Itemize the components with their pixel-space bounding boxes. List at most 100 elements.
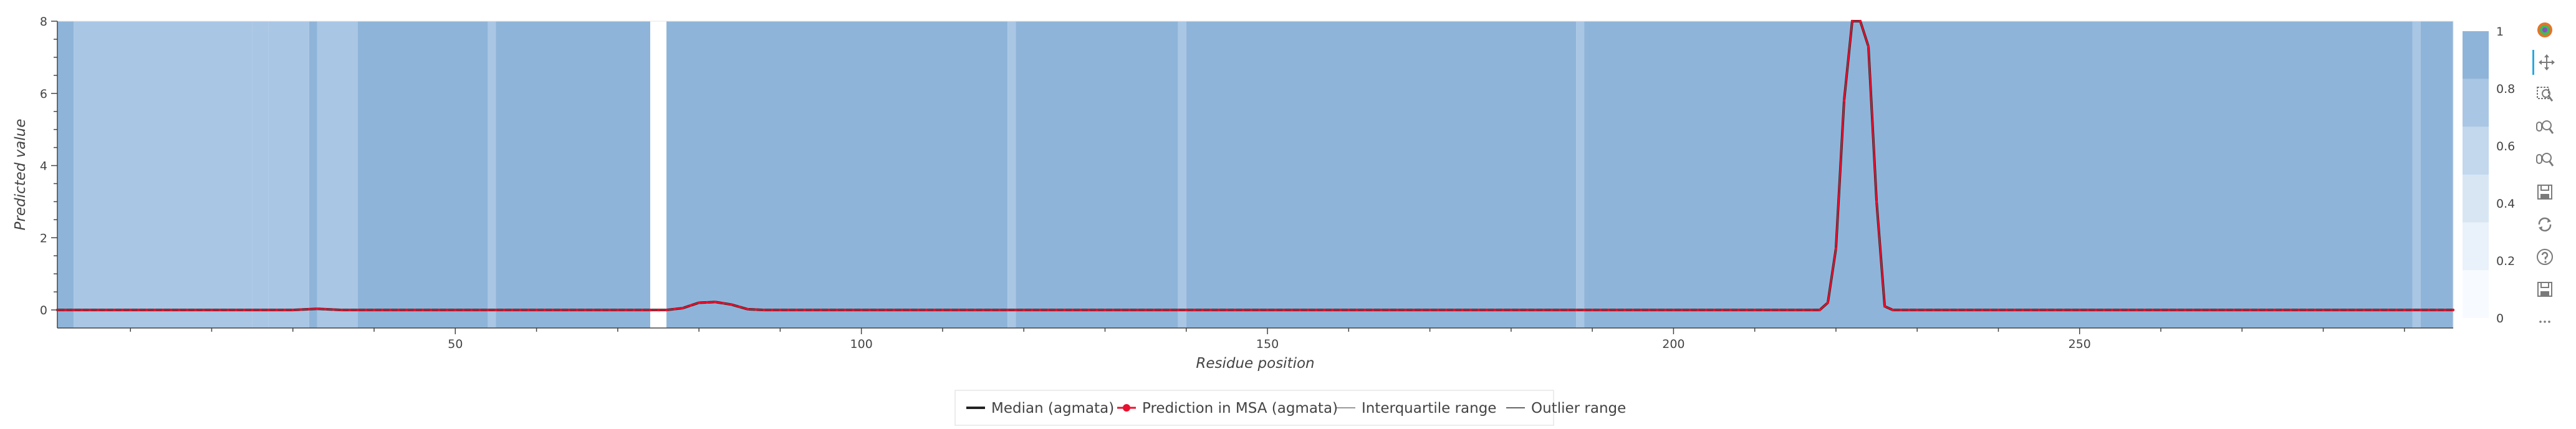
- msa-point-259: [2151, 308, 2155, 312]
- msa-point-147: [1241, 308, 1245, 312]
- msa-point-166: [1396, 308, 1399, 312]
- msa-point-37: [348, 308, 352, 312]
- msa-point-171: [1436, 308, 1439, 312]
- msa-point-245: [2037, 308, 2040, 312]
- save-icon[interactable]: [2532, 180, 2557, 205]
- msa-point-205: [1713, 308, 1716, 312]
- msa-point-143: [1209, 308, 1213, 312]
- msa-point-31: [299, 308, 303, 311]
- msa-point-201: [1680, 308, 1683, 312]
- msa-point-169: [1420, 308, 1423, 312]
- msa-point-41: [380, 308, 384, 312]
- msa-point-240: [1997, 308, 2000, 312]
- msa-point-55: [494, 308, 497, 312]
- msa-point-140: [1185, 308, 1188, 312]
- msa-point-257: [2135, 308, 2138, 312]
- msa-point-71: [624, 308, 628, 312]
- msa-point-264: [2191, 308, 2195, 312]
- msa-point-227: [1891, 308, 1895, 312]
- msa-point-158: [1331, 308, 1334, 312]
- legend-label: Prediction in MSA (agmata): [1142, 400, 1338, 417]
- coverage-region-12: [1016, 21, 1178, 328]
- more-icon[interactable]: [2532, 309, 2557, 334]
- help-icon[interactable]: [2532, 244, 2557, 269]
- msa-point-223: [1858, 19, 1862, 23]
- x-axis-title: Residue position: [1196, 355, 1314, 372]
- msa-point-268: [2224, 308, 2228, 312]
- bokeh-logo-icon[interactable]: [2532, 17, 2557, 42]
- msa-point-61: [543, 308, 546, 312]
- wheel-zoom-in-icon[interactable]: [2532, 115, 2557, 140]
- msa-point-99: [852, 308, 855, 312]
- save-alt-icon[interactable]: [2532, 277, 2557, 302]
- msa-point-197: [1648, 308, 1651, 312]
- coverage-region-4: [309, 21, 317, 328]
- msa-point-18: [194, 308, 197, 312]
- coverage-region-17: [2412, 21, 2421, 328]
- msa-point-235: [1956, 308, 1959, 312]
- msa-point-232: [1932, 308, 1935, 312]
- coverage-region-7: [488, 21, 496, 328]
- msa-point-43: [396, 308, 400, 312]
- msa-point-45: [413, 308, 416, 312]
- msa-point-42: [388, 308, 392, 312]
- msa-point-256: [2127, 308, 2130, 312]
- msa-point-10: [129, 308, 132, 312]
- pan-icon[interactable]: [2532, 50, 2559, 75]
- msa-point-126: [1071, 308, 1074, 312]
- msa-point-237: [1973, 308, 1976, 312]
- legend-box: [954, 390, 1554, 426]
- box-zoom-icon[interactable]: [2532, 82, 2557, 107]
- msa-point-294: [2435, 308, 2439, 312]
- msa-point-5: [88, 308, 92, 312]
- msa-point-288: [2386, 308, 2390, 312]
- msa-point-239: [1989, 308, 1992, 312]
- reset-icon[interactable]: [2532, 212, 2557, 237]
- msa-point-110: [941, 308, 944, 312]
- msa-point-272: [2257, 308, 2260, 312]
- msa-point-188: [1574, 308, 1578, 312]
- coverage-region-5: [317, 21, 358, 328]
- msa-point-23: [234, 308, 238, 312]
- legend-glyph-msa-point: [1123, 404, 1130, 412]
- colorbar-tick-label: 0: [2496, 312, 2504, 325]
- msa-point-3: [72, 308, 75, 312]
- msa-point-57: [511, 308, 514, 312]
- msa-point-91: [787, 308, 790, 312]
- msa-point-26: [259, 308, 262, 312]
- msa-point-17: [186, 308, 189, 312]
- y-tick-label: 0: [40, 304, 47, 317]
- msa-point-11: [137, 308, 140, 312]
- msa-point-154: [1298, 308, 1302, 312]
- msa-point-255: [2118, 308, 2122, 312]
- msa-point-286: [2370, 308, 2373, 312]
- msa-point-58: [519, 308, 522, 312]
- msa-point-229: [1907, 308, 1911, 312]
- msa-point-179: [1501, 308, 1505, 312]
- msa-point-119: [1014, 308, 1017, 312]
- colorbar-tick-label: 1: [2496, 25, 2504, 39]
- wheel-zoom-out-icon[interactable]: [2532, 147, 2557, 172]
- coverage-region-0: [57, 21, 74, 328]
- msa-point-290: [2403, 308, 2406, 312]
- msa-point-220: [1834, 247, 1838, 250]
- msa-point-138: [1168, 308, 1171, 312]
- msa-point-199: [1664, 308, 1667, 312]
- msa-point-109: [933, 308, 936, 312]
- msa-point-200: [1672, 308, 1675, 312]
- msa-point-162: [1363, 308, 1367, 312]
- msa-point-284: [2354, 308, 2357, 312]
- msa-point-141: [1193, 308, 1196, 312]
- colorbar-tick-label: 0.6: [2496, 140, 2515, 153]
- msa-point-204: [1704, 308, 1708, 312]
- msa-point-165: [1388, 308, 1391, 312]
- msa-point-27: [267, 308, 270, 312]
- msa-point-177: [1485, 308, 1488, 312]
- msa-point-44: [405, 308, 408, 312]
- msa-point-280: [2322, 308, 2325, 312]
- legend-label: Interquartile range: [1362, 400, 1496, 417]
- msa-point-269: [2232, 308, 2236, 312]
- msa-point-36: [340, 308, 344, 312]
- msa-point-182: [1526, 308, 1529, 312]
- msa-point-118: [1006, 308, 1009, 312]
